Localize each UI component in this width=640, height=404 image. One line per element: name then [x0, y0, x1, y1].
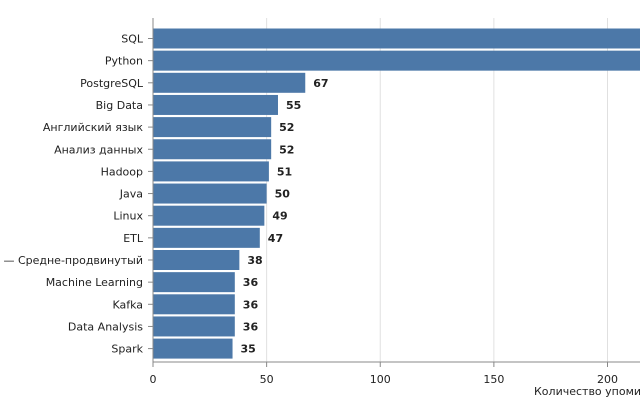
- category-label: Английский язык: [43, 121, 143, 134]
- category-label: ETL: [123, 232, 144, 245]
- category-label: Java: [119, 188, 143, 201]
- bar: [153, 72, 306, 93]
- bar: [153, 139, 272, 160]
- category-label: Python: [105, 55, 143, 68]
- category-label: B2 — Средне-продвинутый: [0, 254, 143, 267]
- category-label: Big Data: [96, 99, 143, 112]
- x-tick-label: 150: [483, 373, 504, 386]
- value-label: 49: [272, 210, 287, 223]
- bar: [153, 272, 235, 293]
- value-label: 52: [279, 143, 294, 156]
- x-tick-label: 0: [150, 373, 157, 386]
- bar: [153, 338, 233, 359]
- value-label: 50: [275, 188, 291, 201]
- bar: [153, 117, 272, 138]
- category-label: Data Analysis: [68, 320, 143, 333]
- value-label: 51: [277, 165, 292, 178]
- value-label: 36: [243, 298, 259, 311]
- bar: [153, 294, 235, 315]
- bar: [153, 205, 265, 226]
- category-label: Анализ данных: [54, 143, 143, 156]
- value-label: 36: [243, 276, 259, 289]
- value-label: 47: [268, 232, 283, 245]
- category-label: Hadoop: [101, 165, 143, 178]
- category-label: Linux: [113, 210, 143, 223]
- bar: [153, 227, 260, 248]
- bar: [153, 161, 269, 182]
- value-label: 67: [313, 77, 328, 90]
- value-label: 52: [279, 121, 294, 134]
- bar: [153, 28, 640, 49]
- bar: [153, 50, 640, 71]
- value-label: 55: [286, 99, 301, 112]
- category-label: Spark: [111, 343, 143, 356]
- value-label: 38: [247, 254, 262, 267]
- value-label: 35: [241, 343, 256, 356]
- bar: [153, 94, 278, 115]
- value-label: 36: [243, 320, 259, 333]
- x-tick-label: 50: [260, 373, 274, 386]
- x-tick-label: 200: [597, 373, 618, 386]
- category-label: Kafka: [112, 298, 143, 311]
- x-tick-label: 100: [370, 373, 391, 386]
- x-axis-title: Количество упоминаний: [534, 385, 640, 398]
- bars: [153, 28, 640, 359]
- category-label: Machine Learning: [46, 276, 143, 289]
- bar: [153, 183, 267, 204]
- category-label: PostgreSQL: [80, 77, 144, 90]
- axes: 0 50 100 150 200 SQL Python PostgreSQL 67 Big Dat…: [0, 18, 640, 386]
- bar: [153, 316, 235, 337]
- category-label: SQL: [121, 33, 144, 46]
- bar: [153, 250, 240, 270]
